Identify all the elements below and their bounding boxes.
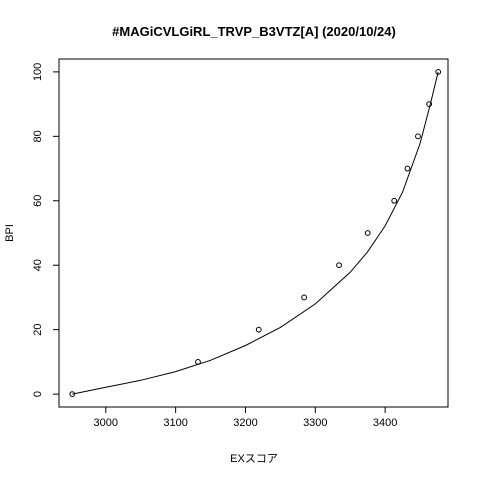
y-tick-label: 0: [32, 391, 44, 397]
y-tick-label: 40: [32, 259, 44, 271]
x-tick-label: 3400: [373, 417, 397, 429]
x-tick-label: 3000: [94, 417, 118, 429]
y-tick-label: 60: [32, 195, 44, 207]
data-point: [69, 391, 76, 398]
chart-title: #MAGiCVLGiRL_TRVP_B3VTZ[A] (2020/10/24): [112, 24, 396, 39]
y-tick-label: 20: [32, 324, 44, 336]
data-point: [195, 358, 201, 365]
y-axis-label: BPI: [4, 224, 16, 242]
data-points: [69, 68, 442, 398]
data-point: [336, 262, 342, 269]
data-point: [255, 326, 262, 333]
data-point: [404, 165, 411, 172]
fit-curve: [72, 71, 439, 395]
x-axis-label: EXスコア: [230, 453, 278, 465]
data-point: [364, 230, 371, 236]
x-tick-label: 3200: [233, 417, 257, 429]
plot-frame: [58, 58, 449, 408]
y-axis: 0 20 40 60 80 100: [32, 63, 59, 397]
x-tick-label: 3100: [163, 417, 187, 429]
x-axis: 3000 3100 3200 3300 3400: [94, 407, 397, 429]
y-tick-label: 80: [32, 130, 44, 142]
data-point: [301, 294, 308, 301]
data-point: [426, 101, 433, 108]
y-tick-label: 100: [32, 63, 44, 81]
x-tick-label: 3300: [303, 417, 327, 429]
data-point: [435, 68, 442, 75]
data-point: [391, 197, 398, 204]
data-point: [415, 133, 421, 140]
